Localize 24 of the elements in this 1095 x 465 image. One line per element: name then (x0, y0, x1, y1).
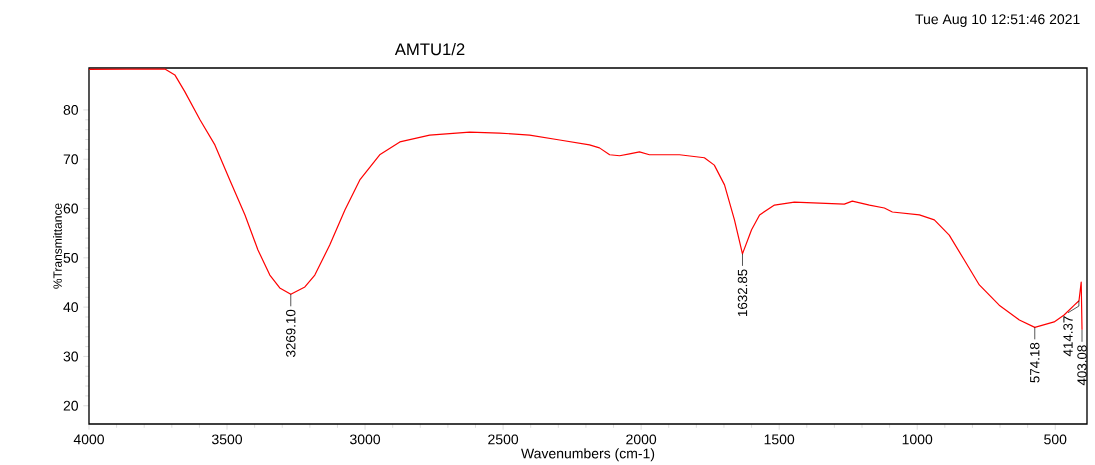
chart-title: AMTU1/2 (394, 42, 465, 56)
y-tick-label: 30 (63, 351, 79, 362)
x-tick-label: 1000 (902, 434, 933, 445)
annotation: 1632.85 (737, 269, 748, 316)
x-tick-label: 3500 (211, 434, 243, 445)
y-tick-label: 20 (63, 400, 79, 411)
annotation: 403.08 (1077, 345, 1087, 386)
y-axis-title: %Transmittance (53, 203, 62, 289)
annotation: 574.18 (1030, 342, 1040, 383)
x-tick-label: 4000 (73, 434, 105, 445)
y-tick-label: 80 (63, 104, 79, 115)
y-tick-label: 60 (63, 203, 79, 214)
x-tick-label: 3000 (350, 434, 381, 445)
x-tick-label: 2500 (488, 434, 519, 445)
y-tick-label: 40 (63, 302, 79, 313)
x-tick-label: 1500 (764, 434, 795, 445)
annotation: 3269.10 (286, 309, 296, 357)
x-tick-label: 2000 (626, 434, 657, 445)
x-axis-title: Wavenumbers (cm-1) (521, 448, 655, 462)
text: Tue Aug 10 12:51:46 2021 (915, 14, 1080, 27)
y-tick-label: 70 (63, 154, 79, 165)
y-tick-label: 50 (63, 252, 79, 263)
annotation: 414.37 (1063, 316, 1073, 357)
x-tick-label: 500 (1044, 434, 1067, 445)
